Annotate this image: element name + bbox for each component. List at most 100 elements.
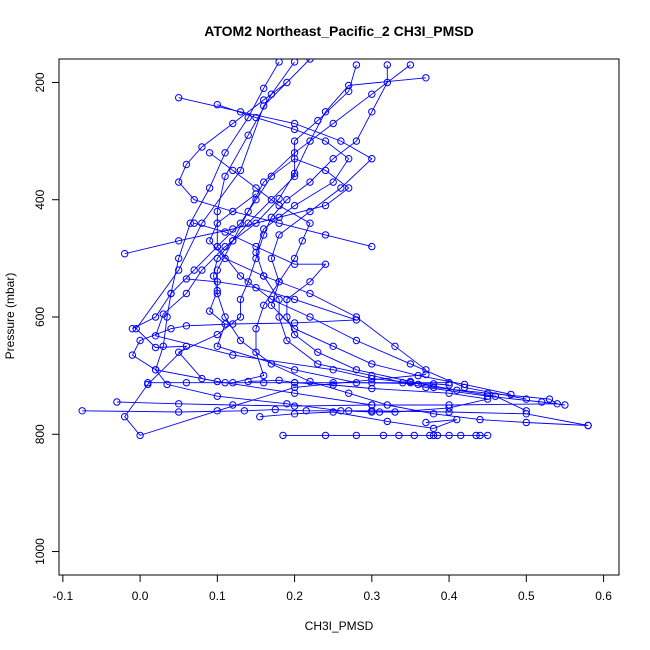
series-7	[213, 61, 592, 430]
data-point	[584, 421, 592, 430]
data-point	[368, 360, 376, 368]
series-9	[213, 101, 569, 409]
data-point	[229, 320, 237, 328]
data-point	[383, 417, 391, 426]
series-12	[190, 219, 530, 415]
data-point	[275, 295, 283, 304]
data-point	[252, 196, 260, 204]
data-point	[368, 242, 376, 251]
data-point	[522, 418, 530, 427]
data-point	[267, 90, 276, 98]
data-point	[290, 295, 299, 304]
data-point	[190, 196, 198, 204]
data-point	[345, 184, 353, 192]
data-point	[252, 190, 260, 198]
data-point	[290, 125, 299, 134]
data-point	[175, 348, 183, 356]
data-point	[128, 351, 137, 359]
data-point	[271, 405, 279, 414]
data-point	[545, 395, 554, 403]
data-point	[290, 201, 299, 210]
data-point	[306, 219, 314, 227]
data-point	[182, 322, 191, 330]
data-point	[445, 431, 453, 440]
data-point	[236, 219, 245, 227]
data-point	[290, 155, 299, 163]
y-tick-label: 600	[33, 307, 47, 327]
series-5	[151, 59, 384, 416]
x-tick-label: 0.1	[209, 589, 226, 603]
data-point	[345, 81, 353, 90]
data-point	[306, 137, 314, 145]
data-point	[151, 343, 160, 352]
data-point	[252, 348, 260, 356]
data-point	[252, 219, 260, 227]
data-point	[406, 360, 415, 368]
data-point	[260, 84, 268, 93]
data-point	[329, 379, 337, 387]
data-point	[561, 401, 569, 409]
series-11	[121, 155, 353, 333]
series-line	[177, 64, 388, 379]
data-point	[484, 389, 492, 397]
data-point	[163, 313, 171, 321]
data-point	[290, 330, 299, 339]
series-line	[248, 379, 488, 413]
data-point	[229, 166, 237, 175]
data-point	[457, 431, 465, 440]
data-point	[175, 94, 183, 102]
data-point	[260, 225, 268, 233]
data-point	[352, 61, 361, 69]
data-point	[279, 431, 287, 440]
data-point	[256, 413, 264, 421]
data-point	[113, 398, 121, 406]
data-point	[337, 137, 345, 145]
x-tick-label: -0.1	[53, 589, 74, 603]
series-line	[124, 158, 350, 330]
data-point	[151, 366, 160, 374]
x-axis-label: CH3I_PMSD	[305, 619, 374, 633]
data-point	[306, 59, 314, 63]
data-point	[410, 431, 418, 440]
data-point	[275, 376, 283, 384]
data-point	[275, 194, 283, 203]
series-line	[178, 97, 373, 384]
x-axis: -0.1 0.0 0.1 0.2 0.3 0.4 0.5 0.6	[53, 575, 612, 603]
series-layer	[78, 59, 592, 440]
data-point	[260, 272, 268, 280]
data-point	[352, 313, 361, 321]
data-point	[414, 371, 422, 380]
y-tick-label: 1000	[33, 538, 47, 565]
data-point	[213, 342, 222, 350]
data-point	[329, 155, 337, 163]
data-point	[121, 413, 129, 421]
data-point	[345, 87, 353, 96]
data-point	[229, 237, 237, 245]
series-20	[175, 78, 376, 251]
data-point	[321, 166, 330, 175]
data-point	[306, 178, 314, 186]
data-point	[221, 172, 229, 181]
series-line	[124, 59, 426, 436]
data-point	[213, 266, 222, 274]
data-point	[422, 366, 430, 374]
data-point	[352, 137, 361, 145]
data-point	[236, 295, 245, 304]
data-point	[290, 366, 299, 374]
data-point	[182, 275, 191, 283]
x-tick-label: 0.6	[595, 589, 612, 603]
series-1	[121, 59, 430, 440]
data-point	[267, 301, 276, 309]
series-line	[259, 411, 457, 429]
data-point	[205, 149, 214, 157]
data-point	[221, 228, 229, 236]
y-tick-label: 200	[33, 72, 47, 92]
data-point	[275, 231, 283, 239]
data-point	[321, 431, 330, 440]
data-point	[252, 248, 260, 257]
data-point	[229, 119, 237, 128]
data-point	[283, 313, 291, 321]
data-point	[260, 371, 268, 380]
data-point	[329, 381, 337, 389]
data-point	[198, 266, 206, 274]
